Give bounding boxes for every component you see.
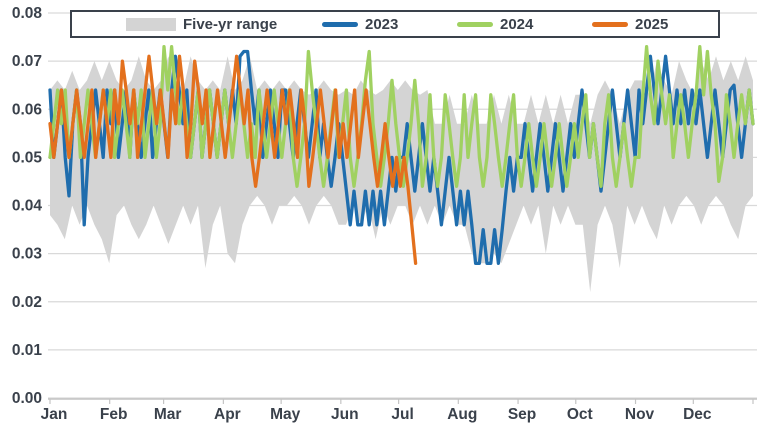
line-2025	[48, 54, 418, 265]
legend-label-2025: 2025	[635, 15, 669, 33]
y-tick-label: 0.00	[12, 390, 42, 407]
y-tick-label: 0.03	[12, 246, 43, 263]
legend-line-swatch-2023	[322, 21, 358, 27]
y-tick-label: 0.04	[12, 198, 43, 215]
legend-item-2023: 2023	[322, 12, 398, 36]
legend-label-2024: 2024	[500, 15, 534, 33]
legend-label-five-yr-range: Five-yr range	[183, 15, 278, 33]
y-tick-label: 0.08	[12, 5, 43, 22]
x-tick-label: Jul	[391, 406, 413, 423]
five-yr-range-swatch	[126, 17, 176, 31]
y-tick-label: 0.02	[12, 294, 42, 311]
legend-item-2025: 2025	[592, 12, 668, 36]
x-tick-label: Apr	[214, 406, 241, 423]
x-tick-label: May	[270, 406, 301, 423]
legend-item-five-yr-range: Five-yr range	[126, 12, 277, 36]
y-tick-label: 0.01	[12, 342, 43, 359]
y-tick-label: 0.07	[12, 53, 42, 70]
x-tick-label: Nov	[625, 406, 655, 423]
y-tick-label: 0.06	[12, 101, 43, 118]
x-tick-label: Feb	[100, 406, 128, 423]
x-tick-label: Dec	[683, 406, 712, 423]
y-tick-label: 0.05	[12, 149, 43, 166]
x-tick-label: Jun	[331, 406, 359, 423]
x-tick-label: Oct	[567, 406, 593, 423]
x-tick-label: Aug	[447, 406, 477, 423]
legend-line-swatch-2025	[592, 21, 628, 27]
legend: Five-yr range 2023 2024 2025	[70, 10, 720, 38]
x-tick-label: Jan	[41, 406, 68, 423]
legend-line-swatch-2024	[457, 21, 493, 27]
x-tick-label: Mar	[154, 406, 182, 423]
legend-label-2023: 2023	[365, 15, 399, 33]
x-tick-label: Sep	[508, 406, 536, 423]
legend-item-2024: 2024	[457, 12, 533, 36]
